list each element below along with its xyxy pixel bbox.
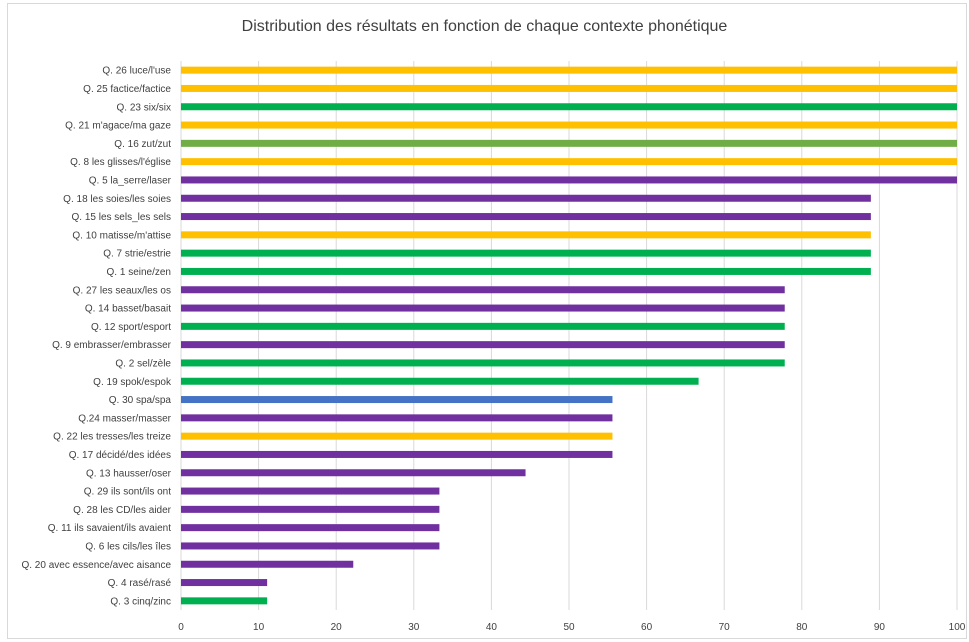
bar [181,84,957,92]
bar [181,267,871,275]
category-label: Q. 19 spok/espok [93,377,172,388]
bar [181,524,440,532]
x-tick-label: 100 [949,622,966,633]
bar [181,414,613,422]
bar [181,231,871,239]
x-tick-label: 40 [486,622,498,633]
category-label: Q. 1 seine/zen [107,267,171,278]
category-label: Q. 27 les seaux/les os [73,285,171,296]
category-label: Q. 4 rasé/rasé [108,578,172,589]
category-label: Q. 30 spa/spa [109,395,172,406]
category-label: Q. 22 les tresses/les treize [53,432,171,443]
category-label: Q. 10 matisse/m'attise [72,230,171,241]
bar [181,396,613,404]
x-tick-label: 80 [796,622,808,633]
category-label: Q. 25 factice/factice [83,84,171,95]
x-tick-label: 70 [719,622,731,633]
category-label: Q. 13 hausser/oser [86,468,172,479]
bar [181,341,785,349]
bar [181,579,268,587]
bar [181,176,957,184]
category-label: Q. 6 les cils/les îles [85,541,171,552]
category-label: Q.24 masser/masser [78,413,171,424]
bar [181,377,699,385]
x-tick-label: 90 [874,622,886,633]
bar [181,450,613,458]
bar [181,560,354,568]
bar [181,542,440,550]
x-tick-label: 20 [331,622,343,633]
category-label: Q. 20 avec essence/avec aisance [21,560,171,571]
bar [181,487,440,495]
category-label: Q. 8 les glisses/l'église [70,157,171,168]
category-label: Q. 7 strie/estrie [103,249,171,260]
bar [181,469,526,477]
category-label: Q. 5 la_serre/laser [89,175,172,186]
bar [181,249,871,257]
category-label: Q. 28 les CD/les aider [73,505,171,516]
x-tick-label: 10 [253,622,265,633]
bar [181,213,871,221]
bar [181,139,957,147]
category-label: Q. 14 basset/basait [85,304,171,315]
category-label: Q. 12 sport/esport [91,322,171,333]
category-label: Q. 18 les soies/les soies [63,194,171,205]
x-tick-label: 50 [563,622,575,633]
bar [181,121,957,129]
bar [181,597,268,605]
x-tick-label: 60 [641,622,653,633]
category-label: Q. 29 ils sont/ils ont [84,487,171,498]
category-label: Q. 17 décidé/des idées [69,450,171,461]
bar [181,286,785,294]
category-label: Q. 3 cinq/zinc [110,596,171,607]
category-label: Q. 11 ils savaient/ils avaient [48,523,171,534]
bar [181,322,785,330]
category-label: Q. 23 six/six [117,102,171,113]
category-label: Q. 26 luce/l'use [102,66,171,77]
bar [181,304,785,312]
category-label: Q. 16 zut/zut [114,139,171,150]
bar [181,158,957,166]
chart-title: Distribution des résultats en fonction d… [241,18,728,35]
bar [181,66,957,74]
x-tick-label: 0 [178,622,184,633]
bar [181,194,871,202]
bar [181,103,957,111]
category-label: Q. 9 embrasser/embrasser [52,340,172,351]
bar [181,432,613,440]
bar [181,359,785,367]
bar [181,505,440,513]
x-tick-label: 30 [408,622,420,633]
category-label: Q. 15 les sels_les sels [72,212,172,223]
category-label: Q. 21 m'agace/ma gaze [65,121,171,132]
category-label: Q. 2 sel/zèle [115,358,171,369]
